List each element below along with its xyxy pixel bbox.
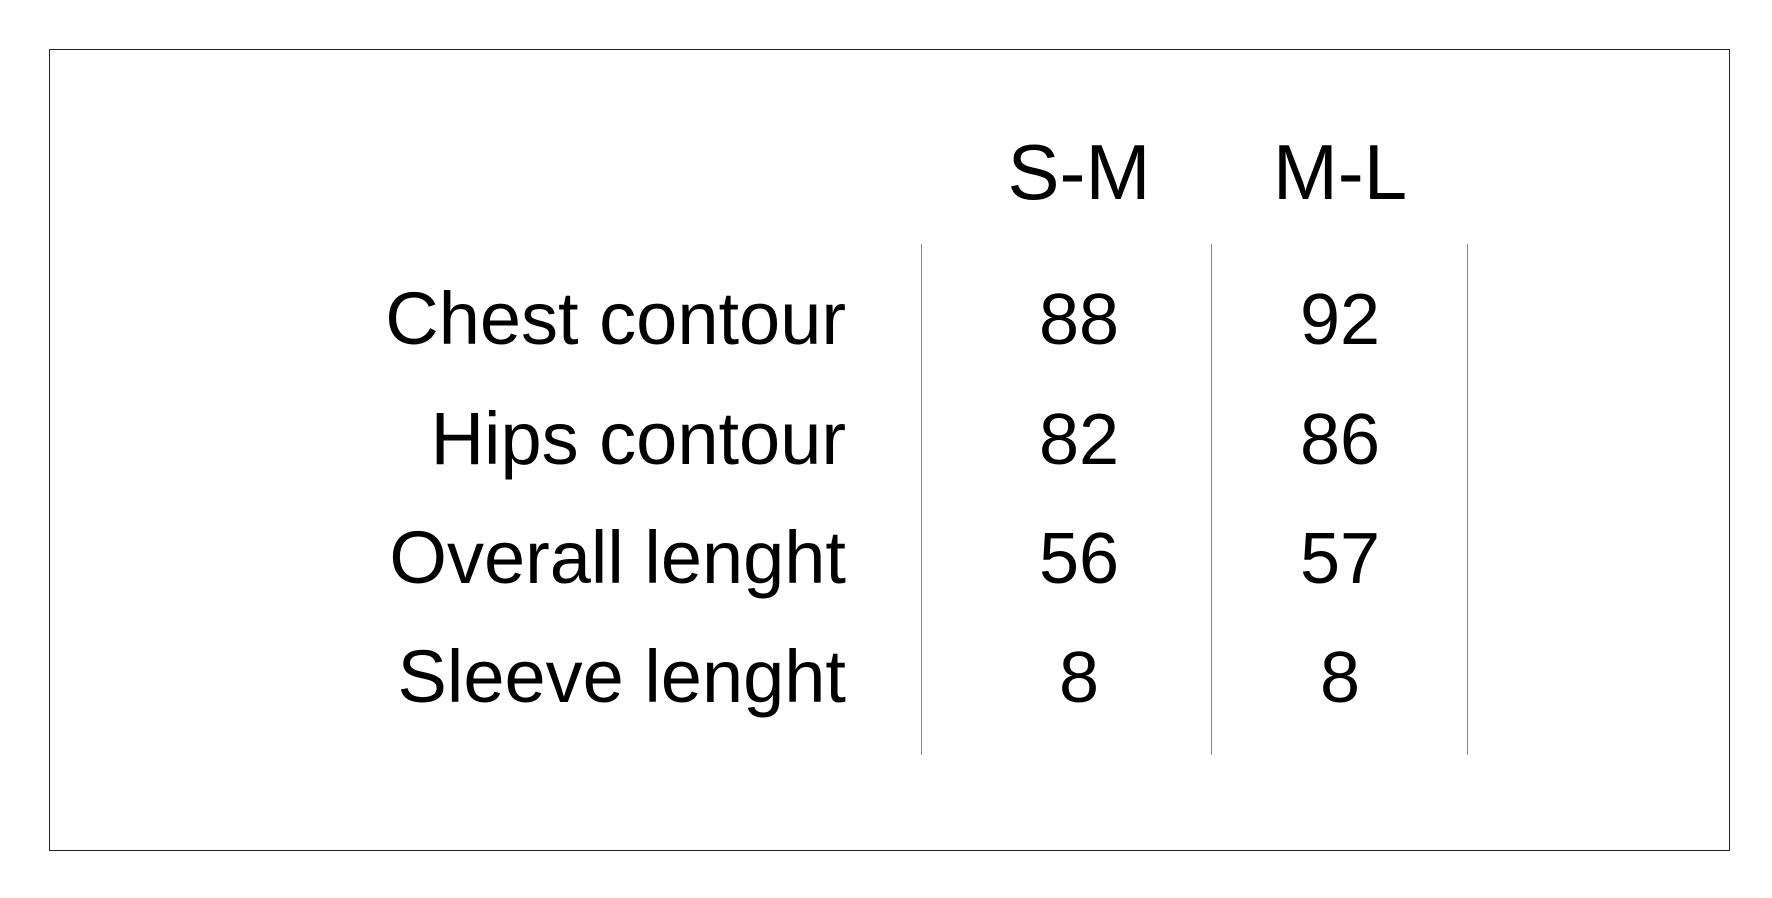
column-divider — [921, 244, 922, 755]
cell-value: 56 — [1038, 519, 1120, 599]
row-label: Chest contour — [385, 277, 846, 360]
row-label: Overall lenght — [389, 516, 846, 599]
row-label: Sleeve lenght — [397, 635, 846, 718]
column-divider — [1211, 244, 1212, 755]
row-label: Hips contour — [430, 397, 846, 480]
column-header-m-l: M-L — [1272, 128, 1408, 216]
cell-value: 82 — [1038, 400, 1120, 480]
column-header-s-m: S-M — [1007, 128, 1151, 216]
cell-value: 86 — [1299, 400, 1381, 480]
cell-value: 92 — [1299, 280, 1381, 360]
cell-value: 57 — [1299, 519, 1381, 599]
cell-value: 8 — [1319, 638, 1361, 718]
column-divider — [1467, 244, 1468, 755]
cell-value: 8 — [1058, 638, 1100, 718]
cell-value: 88 — [1038, 280, 1120, 360]
size-chart-frame — [49, 49, 1730, 851]
